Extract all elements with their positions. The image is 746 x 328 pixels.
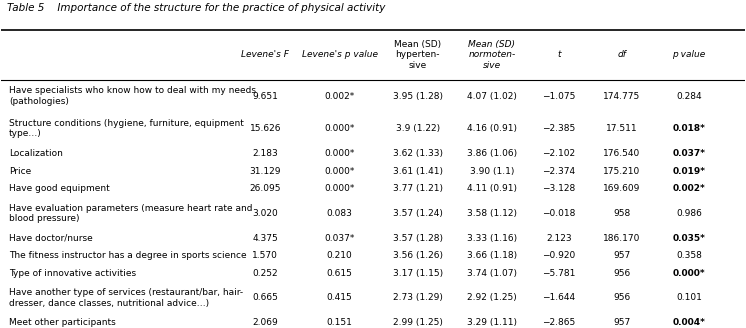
Text: Localization: Localization: [9, 149, 63, 158]
Text: 0.000*: 0.000*: [325, 167, 355, 175]
Text: 2.069: 2.069: [252, 318, 278, 327]
Text: 957: 957: [613, 318, 630, 327]
Text: 3.57 (1.24): 3.57 (1.24): [392, 209, 442, 218]
Text: 3.29 (1.11): 3.29 (1.11): [467, 318, 517, 327]
Text: −2.385: −2.385: [542, 124, 575, 133]
Text: t: t: [557, 51, 560, 59]
Text: 4.07 (1.02): 4.07 (1.02): [467, 92, 517, 101]
Text: 174.775: 174.775: [604, 92, 641, 101]
Text: 3.57 (1.28): 3.57 (1.28): [392, 234, 442, 243]
Text: 0.986: 0.986: [676, 209, 702, 218]
Text: Levene's F: Levene's F: [241, 51, 289, 59]
Text: 3.020: 3.020: [252, 209, 278, 218]
Text: 0.018*: 0.018*: [672, 124, 705, 133]
Text: 0.151: 0.151: [327, 318, 353, 327]
Text: 0.002*: 0.002*: [325, 92, 354, 101]
Text: Mean (SD)
hyperten-
sive: Mean (SD) hyperten- sive: [394, 40, 441, 70]
Text: Have specialists who know how to deal with my needs
(pathologies): Have specialists who know how to deal wi…: [9, 87, 256, 106]
Text: Table 5    Importance of the structure for the practice of physical activity: Table 5 Importance of the structure for …: [7, 3, 386, 13]
Text: 956: 956: [613, 294, 630, 302]
Text: 175.210: 175.210: [604, 167, 641, 175]
Text: Price: Price: [9, 167, 31, 175]
Text: Structure conditions (hygiene, furniture, equipment
type…): Structure conditions (hygiene, furniture…: [9, 119, 244, 138]
Text: 956: 956: [613, 269, 630, 277]
Text: 0.000*: 0.000*: [325, 149, 355, 158]
Text: 4.375: 4.375: [252, 234, 278, 243]
Text: 0.415: 0.415: [327, 294, 352, 302]
Text: 0.665: 0.665: [252, 294, 278, 302]
Text: 3.66 (1.18): 3.66 (1.18): [467, 251, 517, 260]
Text: −1.644: −1.644: [542, 294, 575, 302]
Text: −3.128: −3.128: [542, 184, 575, 193]
Text: 2.183: 2.183: [252, 149, 278, 158]
Text: −0.018: −0.018: [542, 209, 575, 218]
Text: 3.77 (1.21): 3.77 (1.21): [392, 184, 442, 193]
Text: 0.000*: 0.000*: [325, 124, 355, 133]
Text: 957: 957: [613, 251, 630, 260]
Text: 3.62 (1.33): 3.62 (1.33): [392, 149, 442, 158]
Text: 958: 958: [613, 209, 630, 218]
Text: Mean (SD)
normoten-
sive: Mean (SD) normoten- sive: [468, 40, 515, 70]
Text: 2.92 (1.25): 2.92 (1.25): [467, 294, 517, 302]
Text: Meet other participants: Meet other participants: [9, 318, 116, 327]
Text: 0.284: 0.284: [676, 92, 702, 101]
Text: 0.037*: 0.037*: [325, 234, 355, 243]
Text: −0.920: −0.920: [542, 251, 575, 260]
Text: −2.374: −2.374: [542, 167, 575, 175]
Text: 3.86 (1.06): 3.86 (1.06): [467, 149, 517, 158]
Text: df: df: [618, 51, 627, 59]
Text: 0.615: 0.615: [327, 269, 353, 277]
Text: 26.095: 26.095: [249, 184, 281, 193]
Text: 0.035*: 0.035*: [672, 234, 705, 243]
Text: 0.037*: 0.037*: [672, 149, 706, 158]
Text: −1.075: −1.075: [542, 92, 575, 101]
Text: 2.73 (1.29): 2.73 (1.29): [392, 294, 442, 302]
Text: 9.651: 9.651: [252, 92, 278, 101]
Text: 15.626: 15.626: [249, 124, 281, 133]
Text: Have evaluation parameters (measure heart rate and
blood pressure): Have evaluation parameters (measure hear…: [9, 204, 252, 223]
Text: 1.570: 1.570: [252, 251, 278, 260]
Text: Have good equipment: Have good equipment: [9, 184, 110, 193]
Text: 31.129: 31.129: [249, 167, 281, 175]
Text: 2.123: 2.123: [546, 234, 571, 243]
Text: 169.609: 169.609: [604, 184, 641, 193]
Text: 3.90 (1.1): 3.90 (1.1): [470, 167, 514, 175]
Text: 3.17 (1.15): 3.17 (1.15): [392, 269, 442, 277]
Text: 0.019*: 0.019*: [672, 167, 706, 175]
Text: 176.540: 176.540: [604, 149, 641, 158]
Text: 3.56 (1.26): 3.56 (1.26): [392, 251, 442, 260]
Text: 186.170: 186.170: [604, 234, 641, 243]
Text: Type of innovative activities: Type of innovative activities: [9, 269, 136, 277]
Text: −2.865: −2.865: [542, 318, 575, 327]
Text: 3.9 (1.22): 3.9 (1.22): [395, 124, 439, 133]
Text: Have doctor/nurse: Have doctor/nurse: [9, 234, 93, 243]
Text: 0.210: 0.210: [327, 251, 352, 260]
Text: 0.000*: 0.000*: [325, 184, 355, 193]
Text: 3.58 (1.12): 3.58 (1.12): [467, 209, 517, 218]
Text: −5.781: −5.781: [542, 269, 575, 277]
Text: 0.083: 0.083: [327, 209, 353, 218]
Text: 0.002*: 0.002*: [672, 184, 705, 193]
Text: 0.004*: 0.004*: [672, 318, 705, 327]
Text: 0.358: 0.358: [676, 251, 702, 260]
Text: 3.95 (1.28): 3.95 (1.28): [392, 92, 442, 101]
Text: 3.74 (1.07): 3.74 (1.07): [467, 269, 517, 277]
Text: The fitness instructor has a degree in sports science: The fitness instructor has a degree in s…: [9, 251, 246, 260]
Text: 3.61 (1.41): 3.61 (1.41): [392, 167, 442, 175]
Text: 0.000*: 0.000*: [673, 269, 705, 277]
Text: 3.33 (1.16): 3.33 (1.16): [467, 234, 517, 243]
Text: Levene's p value: Levene's p value: [301, 51, 377, 59]
Text: 2.99 (1.25): 2.99 (1.25): [392, 318, 442, 327]
Text: 4.11 (0.91): 4.11 (0.91): [467, 184, 517, 193]
Text: −2.102: −2.102: [542, 149, 575, 158]
Text: 4.16 (0.91): 4.16 (0.91): [467, 124, 517, 133]
Text: 0.252: 0.252: [252, 269, 278, 277]
Text: Have another type of services (restaurant/bar, hair-
dresser, dance classes, nut: Have another type of services (restauran…: [9, 288, 243, 308]
Text: p value: p value: [672, 51, 706, 59]
Text: 17.511: 17.511: [606, 124, 638, 133]
Text: 0.101: 0.101: [676, 294, 702, 302]
